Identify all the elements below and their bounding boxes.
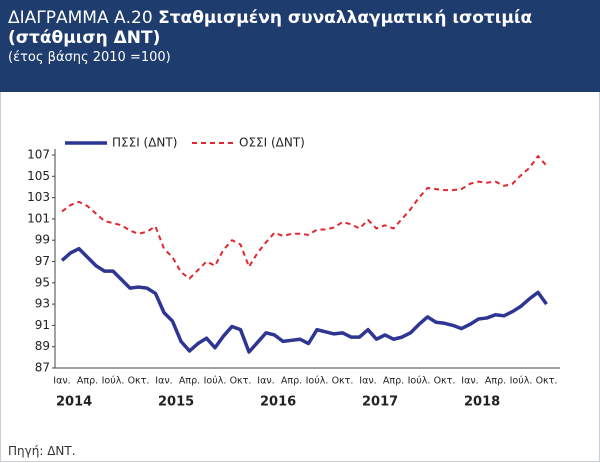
x-tick-label: Απρ.	[485, 376, 506, 387]
chart-title: Σταθμισμένη συναλλαγματική ισοτιμία (στά…	[8, 8, 533, 48]
y-tick-label: 87	[35, 361, 50, 375]
x-tick-label: Απρ.	[383, 376, 404, 387]
year-label: 2017	[362, 395, 398, 410]
figure-label: ΔΙΑΓΡΑΜΜΑ Α.20	[8, 8, 153, 28]
x-tick-label: Οκτ.	[332, 376, 354, 387]
y-tick-label: 99	[35, 233, 50, 247]
x-tick-label: Ιαν.	[359, 376, 376, 387]
x-tick-label: Ιαν.	[155, 376, 172, 387]
x-tick-label: Ιούλ.	[408, 376, 431, 387]
x-tick-label: Ιαν.	[53, 376, 70, 387]
y-tick-label: 91	[35, 318, 50, 332]
y-tick-label: 107	[27, 148, 50, 162]
chart-subtitle: (έτος βάσης 2010 =100)	[8, 50, 171, 65]
y-tick-label: 95	[35, 275, 50, 289]
x-tick-label: Οκτ.	[230, 376, 252, 387]
y-tick-label: 101	[27, 211, 50, 225]
x-tick-label: Απρ.	[77, 376, 98, 387]
y-tick-label: 97	[35, 254, 50, 268]
x-tick-label: Οκτ.	[536, 376, 558, 387]
legend-label: ΟΣΣΙ (ΔΝΤ)	[239, 136, 305, 150]
x-tick-label: Απρ.	[281, 376, 302, 387]
year-label: 2016	[260, 395, 296, 410]
x-tick-label: Ιαν.	[461, 376, 478, 387]
x-tick-label: Ιαν.	[257, 376, 274, 387]
x-tick-label: Οκτ.	[434, 376, 456, 387]
year-label: 2015	[158, 395, 194, 410]
series-line	[61, 155, 548, 280]
x-tick-label: Απρ.	[179, 376, 200, 387]
year-label: 2018	[464, 395, 500, 410]
x-tick-label: Ιούλ.	[204, 376, 227, 387]
x-tick-label: Οκτ.	[128, 376, 150, 387]
y-tick-label: 93	[35, 297, 50, 311]
y-tick-label: 105	[27, 169, 50, 183]
x-tick-label: Ιούλ.	[306, 376, 329, 387]
legend-label: ΠΣΣΙ (ΔΝΤ)	[112, 136, 177, 150]
y-tick-label: 89	[35, 339, 50, 353]
source: Πηγή: ΔΝΤ.	[8, 444, 76, 458]
y-tick-label: 103	[27, 190, 50, 204]
x-tick-label: Ιούλ.	[510, 376, 533, 387]
x-tick-label: Ιούλ.	[102, 376, 125, 387]
year-label: 2014	[56, 395, 92, 410]
series-line	[60, 246, 548, 354]
header: ΔΙΑΓΡΑΜΜΑ Α.20 Σταθμισμένη συναλλαγματικ…	[0, 0, 600, 92]
